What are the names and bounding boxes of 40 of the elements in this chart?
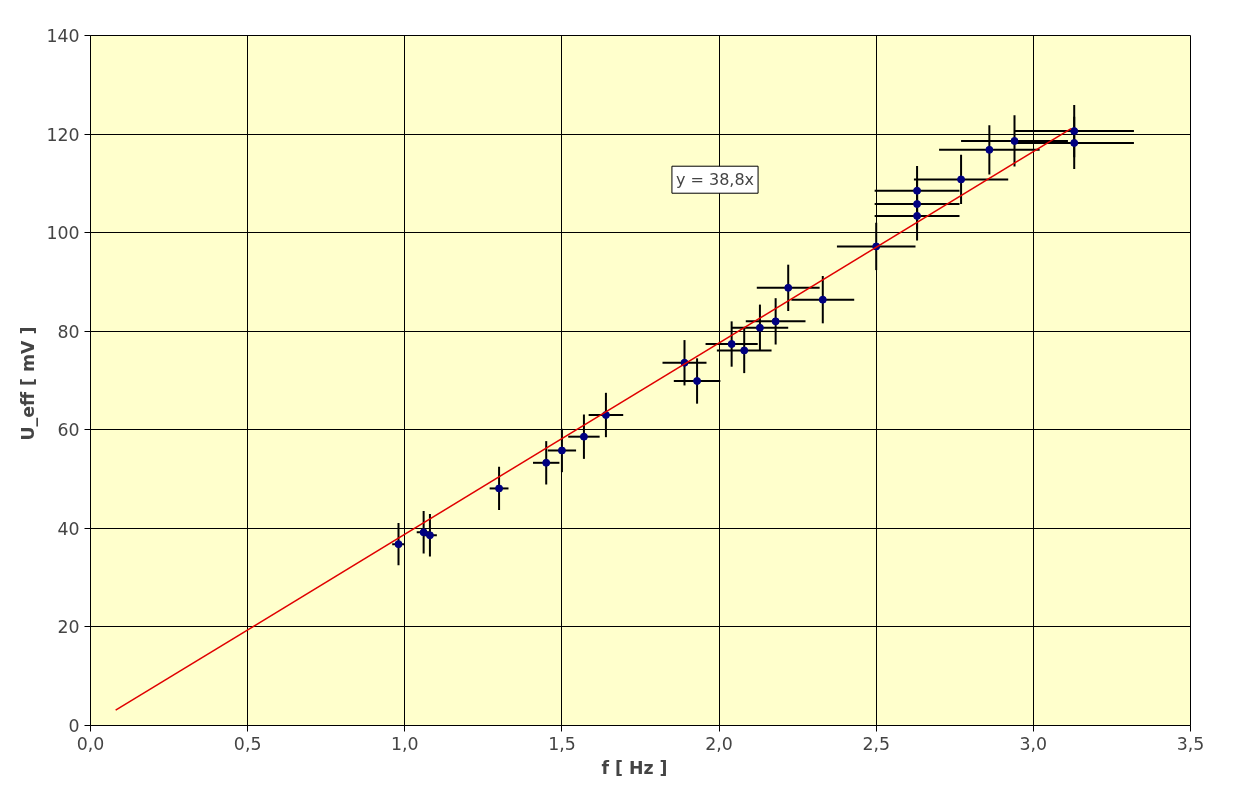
y-tick-label: 0 xyxy=(68,716,80,736)
x-tick-label: 0,5 xyxy=(233,733,262,754)
point xyxy=(913,186,922,195)
point xyxy=(913,200,922,209)
point xyxy=(818,295,827,304)
x-tick-label: 3,0 xyxy=(1019,733,1048,754)
point xyxy=(425,531,434,540)
point xyxy=(557,446,566,455)
y-tick-label: 80 xyxy=(57,321,80,342)
annotation: y = 38,8x xyxy=(675,170,755,190)
point xyxy=(913,211,922,220)
y-tick-label: 140 xyxy=(46,26,80,46)
x-tick-label: 2,0 xyxy=(705,733,733,754)
x-tick-label: 1,0 xyxy=(391,733,419,754)
x-tick-label: 2,5 xyxy=(862,733,890,754)
point xyxy=(784,283,793,292)
y-tick-label: 60 xyxy=(57,420,80,441)
point xyxy=(727,340,736,349)
point xyxy=(1010,136,1019,145)
point xyxy=(1070,138,1079,147)
point xyxy=(693,377,702,385)
x-tick-label: 0,0 xyxy=(76,733,105,754)
point xyxy=(771,317,780,326)
y-tick-label: 40 xyxy=(57,518,80,539)
x-tick-label: 1,5 xyxy=(548,733,576,754)
x-axis-title: f [ Hz ] xyxy=(601,757,668,778)
x-tick-label: 3,5 xyxy=(1176,733,1205,754)
y-tick-label: 120 xyxy=(46,124,80,145)
y-tick-label: 20 xyxy=(57,617,80,638)
y-tick-label: 100 xyxy=(46,223,80,244)
point xyxy=(740,346,749,355)
y-axis-title: U_eff [ mV ] xyxy=(18,326,39,441)
point xyxy=(985,145,994,154)
point xyxy=(957,175,966,184)
point xyxy=(579,432,588,441)
point xyxy=(495,484,504,493)
point xyxy=(1070,127,1079,136)
point xyxy=(755,323,764,332)
point xyxy=(542,458,551,467)
point xyxy=(419,528,428,537)
